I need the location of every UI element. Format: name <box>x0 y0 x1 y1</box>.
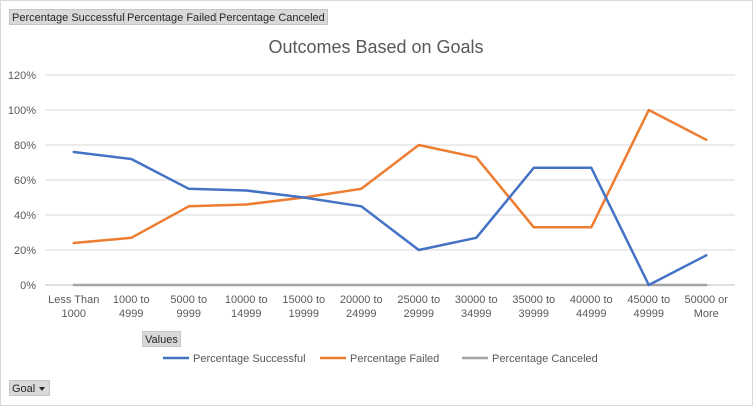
y-tick-label: 60% <box>14 175 36 187</box>
y-axis-labels: 0% 20% 40% 60% 80% 100% 120% <box>8 70 36 292</box>
legend-label: Percentage Failed <box>350 353 439 365</box>
x-tick-label: 50000 or More <box>685 294 729 320</box>
x-tick-label: 10000 to 14999 <box>225 294 268 320</box>
chart-title: Outcomes Based on Goals <box>268 37 483 57</box>
legend-label: Percentage Successful <box>193 353 306 365</box>
filter-button-percentage-successful[interactable]: Percentage Successful <box>9 9 128 25</box>
filter-button-percentage-canceled[interactable]: Percentage Canceled <box>216 9 328 25</box>
y-tick-label: 40% <box>14 210 36 222</box>
x-tick-label: 35000 to 39999 <box>512 294 555 320</box>
legend-label: Percentage Canceled <box>492 353 598 365</box>
y-tick-label: 100% <box>8 105 36 117</box>
series-line <box>72 108 708 245</box>
series-lines <box>72 108 708 287</box>
x-axis-labels: Less Than 1000 1000 to 4999 5000 to 9999 10000… <box>48 294 728 320</box>
x-tick-label: 5000 to 9999 <box>170 294 207 320</box>
y-tick-label: 20% <box>14 245 36 257</box>
x-tick-label: 15000 to 19999 <box>282 294 325 320</box>
x-tick-label: 1000 to 4999 <box>113 294 150 320</box>
gridlines <box>45 74 735 286</box>
legend: Percentage Successful Percentage Failed Pe… <box>163 353 598 365</box>
x-tick-label: Less Than 1000 <box>48 294 99 320</box>
goal-filter-label: Goal <box>12 383 36 395</box>
x-tick-label: 25000 to 29999 <box>397 294 440 320</box>
y-tick-label: 0% <box>20 280 36 292</box>
x-tick-label: 45000 to 49999 <box>627 294 670 320</box>
values-button[interactable]: Values <box>142 331 181 347</box>
goal-filter-button[interactable]: Goal <box>9 380 51 396</box>
x-tick-label: 20000 to 24999 <box>340 294 383 320</box>
x-tick-label: 40000 to 44999 <box>570 294 613 320</box>
dropdown-arrow-icon <box>39 387 46 392</box>
y-tick-label: 120% <box>8 70 36 82</box>
y-tick-label: 80% <box>14 140 36 152</box>
series-line <box>72 150 708 287</box>
x-tick-label: 30000 to 34999 <box>455 294 498 320</box>
